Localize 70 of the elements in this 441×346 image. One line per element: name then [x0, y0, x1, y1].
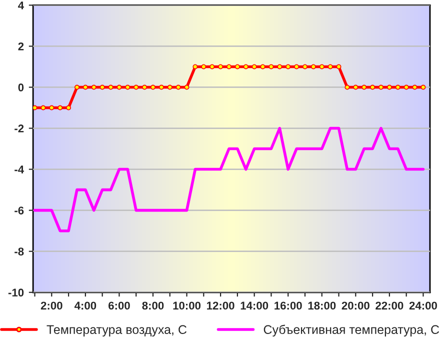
- point: [33, 105, 38, 110]
- point: [268, 64, 274, 70]
- x-tick-label: 16:00: [274, 302, 302, 310]
- point: [344, 84, 350, 90]
- point: [395, 84, 400, 90]
- point: [362, 84, 367, 90]
- x-tick-label: 8:00: [142, 302, 164, 310]
- y-tick-label: -2: [14, 124, 24, 132]
- point: [74, 84, 80, 90]
- x-tick-label: 6:00: [108, 302, 130, 310]
- point: [234, 64, 240, 70]
- point: [82, 84, 88, 90]
- x-tick-label: 14:00: [240, 302, 268, 310]
- x-tick-label: 18:00: [308, 302, 336, 310]
- point: [210, 64, 215, 70]
- point: [66, 105, 72, 110]
- y-tick-label: 4: [18, 2, 24, 10]
- point: [302, 64, 308, 70]
- point: [167, 84, 172, 90]
- point: [91, 84, 96, 90]
- point: [252, 64, 257, 70]
- point: [125, 84, 130, 90]
- point: [328, 64, 333, 70]
- point: [158, 84, 164, 90]
- point: [412, 84, 418, 90]
- legend-label: Температура воздуха, С: [46, 325, 187, 336]
- point: [58, 105, 63, 110]
- x-tick-label: 4:00: [74, 302, 96, 310]
- point: [226, 64, 232, 70]
- point: [294, 64, 300, 70]
- point: [336, 64, 342, 70]
- x-tick-label: 12:00: [207, 302, 234, 310]
- point: [277, 64, 282, 70]
- point: [286, 64, 291, 70]
- y-tick-label: 0: [18, 84, 24, 92]
- point: [404, 84, 409, 90]
- line-series: [33, 126, 425, 232]
- point: [100, 84, 105, 90]
- y-tick-label: -4: [14, 166, 24, 174]
- point: [40, 105, 46, 110]
- x-tick-label: 20:00: [342, 302, 370, 310]
- y-tick-label: -8: [14, 248, 24, 256]
- legend-label: Субъективная температура, С: [264, 324, 440, 336]
- point: [260, 64, 266, 70]
- point: [150, 84, 156, 90]
- point: [370, 84, 376, 90]
- point: [108, 84, 114, 90]
- point: [310, 64, 316, 70]
- x-tick-label: 22:00: [376, 302, 404, 310]
- point: [353, 84, 358, 90]
- point: [420, 84, 426, 90]
- point: [142, 84, 148, 90]
- point: [201, 64, 206, 70]
- point: [49, 105, 54, 110]
- point: [134, 84, 139, 90]
- point: [319, 64, 324, 70]
- point: [116, 84, 122, 90]
- point: [378, 84, 384, 90]
- x-tick-label: 10:00: [173, 302, 201, 310]
- y-tick-label: 2: [18, 42, 24, 50]
- point: [192, 64, 198, 70]
- x-tick-label: 2:00: [40, 302, 62, 310]
- point: [386, 84, 392, 90]
- point: [243, 64, 248, 70]
- y-tick-label: -6: [14, 206, 24, 214]
- y-tick-label: -10: [8, 288, 24, 297]
- point: [176, 84, 181, 90]
- x-tick-label: 24:00: [409, 302, 437, 310]
- point: [218, 64, 224, 70]
- point: [184, 84, 190, 90]
